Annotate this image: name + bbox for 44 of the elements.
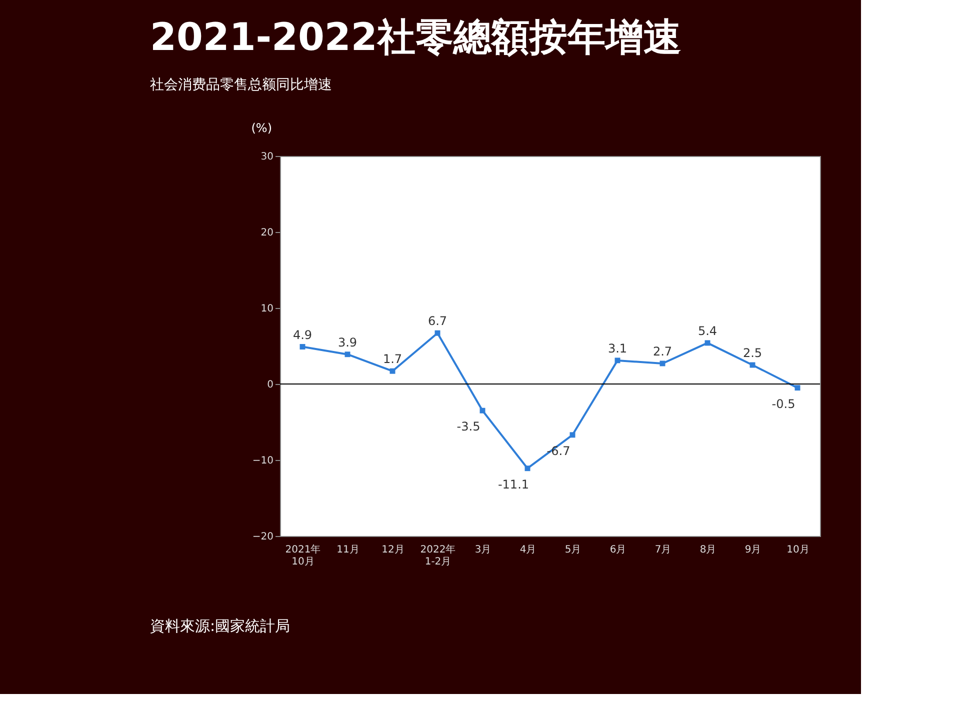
- data-label: 6.7: [428, 314, 448, 328]
- y-tick-label: 10: [260, 304, 274, 314]
- point: [300, 344, 306, 350]
- data-label: 3.1: [608, 341, 628, 356]
- chart-subtitle: 社会消费品零售总额同比增速: [150, 77, 332, 93]
- x-tick-label: 5月: [564, 544, 582, 556]
- data-label: 2.5: [742, 346, 762, 360]
- chart-title: 2021-2022社零總額按年增速: [150, 15, 682, 59]
- x-tick-label: 11月: [336, 544, 360, 556]
- point: [434, 330, 440, 336]
- source-note: 資料來源:國家統計局: [150, 617, 290, 635]
- x-tick-label: 9月: [744, 544, 762, 556]
- point: [344, 352, 350, 358]
- y-tick-label: −20: [252, 532, 274, 542]
- point: [390, 368, 396, 374]
- data-label: -3.5: [456, 420, 480, 434]
- x-tick-label: 12月: [382, 544, 404, 556]
- point: [570, 432, 576, 438]
- data-label: 5.4: [698, 324, 718, 338]
- point: [704, 340, 710, 346]
- data-label: 3.9: [338, 335, 358, 350]
- x-tick-label: 10月: [786, 544, 810, 556]
- x-tick-label: 8月: [700, 544, 716, 556]
- x-tick-label: 2021年 10月: [285, 544, 321, 568]
- y-tick-label: 0: [267, 380, 274, 390]
- point: [794, 385, 800, 391]
- point: [480, 408, 486, 414]
- point: [524, 466, 530, 472]
- y-axis-title: (%): [251, 121, 272, 135]
- data-label: -0.5: [772, 396, 796, 411]
- data-label: -11.1: [498, 477, 530, 492]
- point: [660, 360, 666, 366]
- x-tick-label: 6月: [610, 544, 626, 556]
- data-label: 2.7: [652, 344, 672, 358]
- x-tick-label: 2022年 1-2月: [420, 544, 456, 568]
- x-tick-label: 4月: [520, 544, 536, 556]
- data-label: 1.7: [382, 352, 402, 366]
- x-tick-label: 3月: [474, 544, 492, 556]
- data-label: 4.9: [292, 328, 312, 342]
- y-tick-label: 20: [260, 228, 274, 238]
- y-tick-label: 30: [260, 152, 274, 162]
- y-tick-label: −10: [252, 456, 274, 466]
- point: [614, 358, 620, 364]
- x-tick-label: 7月: [654, 544, 672, 556]
